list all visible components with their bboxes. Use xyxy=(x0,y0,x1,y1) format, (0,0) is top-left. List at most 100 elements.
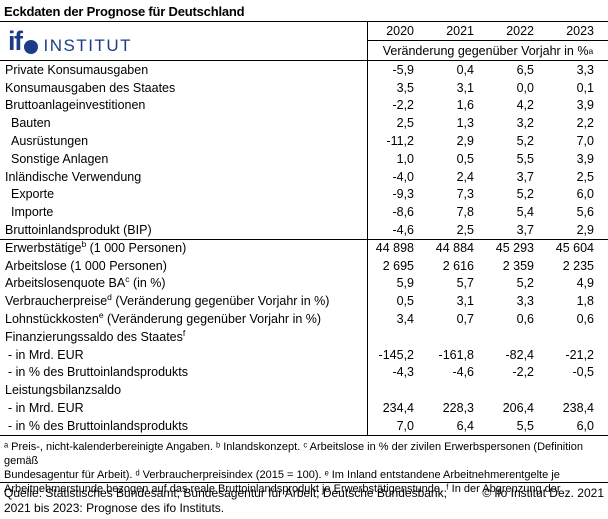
row-values: 5,9 5,7 5,2 4,9 xyxy=(367,274,608,293)
value-cell: 2 359 xyxy=(502,258,534,273)
row-label-pre: Bauten xyxy=(11,116,51,131)
table-row: - in % des Bruttoinlandsprodukts 7,0 6,4… xyxy=(0,416,608,435)
table-row: Bauten 2,5 1,3 3,2 2,2 xyxy=(0,114,608,133)
row-label: Exporte xyxy=(0,187,367,201)
table-row: Private Konsumausgaben -5,9 0,4 6,5 3,3 xyxy=(0,61,608,79)
value-cell: 2 695 xyxy=(382,258,414,273)
table-header: if INSTITUT 2020 2021 2022 2023 Veränder… xyxy=(0,22,608,61)
value-cell: 2,9 xyxy=(576,223,594,238)
row-label-pre: - in Mrd. EUR xyxy=(8,347,84,362)
row-values: 234,4 228,3 206,4 238,4 xyxy=(367,399,608,417)
row-values: 7,0 6,4 5,5 6,0 xyxy=(367,416,608,435)
table-row: Exporte -9,3 7,3 5,2 6,0 xyxy=(0,185,608,204)
row-label: Private Konsumausgaben xyxy=(0,63,367,77)
row-values: 2 695 2 616 2 359 2 235 xyxy=(367,256,608,275)
row-values: -4,6 2,5 3,7 2,9 xyxy=(367,221,608,239)
row-label-pre: Leistungsbilanzsaldo xyxy=(5,383,122,398)
value-cell: 228,3 xyxy=(442,401,474,416)
row-values: 0,5 3,1 3,3 1,8 xyxy=(367,292,608,311)
value-cell: 3,4 xyxy=(396,312,414,327)
value-cell: 4,2 xyxy=(516,98,534,113)
row-values: -2,2 1,6 4,2 3,9 xyxy=(367,96,608,115)
value-cell: 6,0 xyxy=(576,187,594,202)
table-row: Inländische Verwendung -4,0 2,4 3,7 2,5 xyxy=(0,167,608,186)
value-cell: -4,6 xyxy=(452,365,474,380)
source-line-1: Quelle: Statistisches Bundesamt; Bundesa… xyxy=(4,486,604,501)
value-cell: 7,3 xyxy=(456,187,474,202)
row-label-pre: Finanzierungssaldo des Staates xyxy=(5,329,183,344)
row-label: Konsumausgaben des Staates xyxy=(0,81,367,95)
row-label-pre: Lohnstückkosten xyxy=(5,312,99,327)
value-cell: 5,2 xyxy=(516,276,534,291)
subheader-text: Veränderung gegenüber Vorjahr in % xyxy=(382,43,589,58)
value-cell: 2,2 xyxy=(576,116,594,131)
row-label: Ausrüstungen xyxy=(0,134,367,148)
table-row: Arbeitslose (1 000 Personen) 2 695 2 616… xyxy=(0,256,608,275)
row-label-pre: - in % des Bruttoinlandsprodukts xyxy=(8,418,188,433)
table-row: Konsumausgaben des Staates 3,5 3,1 0,0 0… xyxy=(0,78,608,97)
logo-institut-text: INSTITUT xyxy=(43,35,132,55)
row-values: -145,2 -161,8 -82,4 -21,2 xyxy=(367,345,608,364)
value-cell: -4,6 xyxy=(392,223,414,238)
row-label-pre: Ausrüstungen xyxy=(11,134,89,149)
value-cell: 2,5 xyxy=(396,116,414,131)
value-cell: -145,2 xyxy=(378,347,414,362)
row-label: Erwerbstätigeb (1 000 Personen) xyxy=(0,241,367,255)
value-cell: -21,2 xyxy=(565,347,595,362)
row-label-pre: Konsumausgaben des Staates xyxy=(5,80,176,95)
row-label-pre: Exporte xyxy=(11,187,55,202)
row-label-sup: e xyxy=(98,312,104,320)
row-label: Bauten xyxy=(0,116,367,130)
row-label-post: (1 000 Personen) xyxy=(86,241,187,256)
year-header-2020: 2020 xyxy=(386,24,414,38)
header-logo-cell: if INSTITUT xyxy=(0,22,367,60)
row-label: - in Mrd. EUR xyxy=(0,401,367,415)
row-label: Sonstige Anlagen xyxy=(0,152,367,166)
row-label-sup: d xyxy=(107,294,112,303)
row-label: Importe xyxy=(0,205,367,219)
table-row: - in Mrd. EUR 234,4 228,3 206,4 238,4 xyxy=(0,399,608,417)
value-cell: -0,5 xyxy=(572,365,594,380)
value-cell: -2,2 xyxy=(512,365,534,380)
row-label-sup: c xyxy=(125,276,130,285)
row-label: Lohnstückkostene (Veränderung gegenüber … xyxy=(0,312,367,326)
value-cell: 2,5 xyxy=(576,169,594,184)
table-row: - in Mrd. EUR -145,2 -161,8 -82,4 -21,2 xyxy=(0,345,608,364)
year-header-row: 2020 2021 2022 2023 xyxy=(368,22,608,41)
value-cell: 44 884 xyxy=(435,241,474,256)
row-values: -5,9 0,4 6,5 3,3 xyxy=(367,61,608,79)
row-values xyxy=(367,327,608,346)
value-cell: 234,4 xyxy=(382,401,414,416)
row-label-pre: - in % des Bruttoinlandsprodukts xyxy=(8,365,188,380)
value-cell: 5,4 xyxy=(516,205,534,220)
value-cell: 7,0 xyxy=(396,418,414,433)
table-row: Bruttoinlandsprodukt (BIP) -4,6 2,5 3,7 … xyxy=(0,221,608,239)
value-cell: 2 616 xyxy=(442,258,474,273)
row-values: -11,2 2,9 5,2 7,0 xyxy=(367,132,608,150)
value-cell: 1,3 xyxy=(456,116,474,131)
value-cell: -161,8 xyxy=(438,347,474,362)
row-label: - in % des Bruttoinlandsprodukts xyxy=(0,365,367,379)
table-row: Sonstige Anlagen 1,0 0,5 5,5 3,9 xyxy=(0,149,608,168)
value-cell: 3,9 xyxy=(576,151,594,166)
value-cell: 3,7 xyxy=(516,223,534,238)
row-label-pre: Verbraucherpreise xyxy=(5,294,108,309)
table-row: Ausrüstungen -11,2 2,9 5,2 7,0 xyxy=(0,132,608,150)
value-cell: -2,2 xyxy=(392,98,414,113)
ifo-institut-logo: if INSTITUT xyxy=(8,27,132,55)
value-cell: 5,7 xyxy=(456,276,474,291)
table-row: - in % des Bruttoinlandsprodukts -4,3 -4… xyxy=(0,363,608,382)
value-cell: 6,4 xyxy=(456,418,474,433)
value-cell: 5,9 xyxy=(396,276,414,291)
value-cell: 0,6 xyxy=(576,312,594,327)
subheader-row: Veränderung gegenüber Vorjahr in % a xyxy=(382,43,594,58)
value-cell: -82,4 xyxy=(505,347,535,362)
row-values: 3,4 0,7 0,6 0,6 xyxy=(367,310,608,328)
row-label-sup: b xyxy=(81,241,87,250)
value-cell: 2,9 xyxy=(456,134,474,149)
row-label-pre: Arbeitslose (1 000 Personen) xyxy=(5,258,167,273)
row-label: Verbraucherpreised (Veränderung gegenübe… xyxy=(0,294,367,308)
row-label-pre: Bruttoanlageinvestitionen xyxy=(5,98,146,113)
table-row: Lohnstückkostene (Veränderung gegenüber … xyxy=(0,310,608,328)
